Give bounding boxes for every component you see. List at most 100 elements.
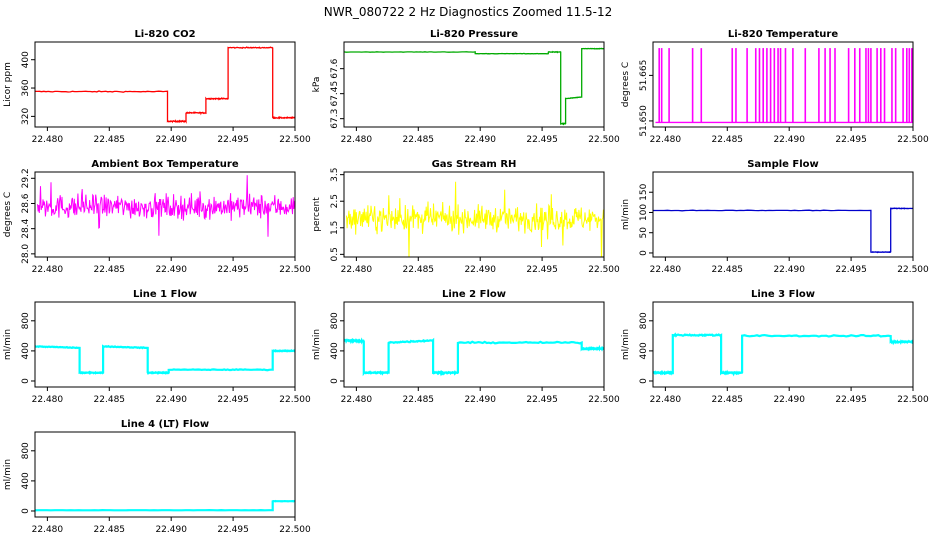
y-axis-label: percent — [312, 197, 322, 232]
y-tick-label: 0 — [639, 378, 649, 384]
x-tick-label: 22.500 — [897, 135, 929, 145]
x-tick-label: 22.500 — [897, 395, 929, 405]
y-tick-label: 400 — [21, 51, 31, 68]
plot-frame — [343, 41, 605, 128]
plot-frame — [652, 301, 914, 388]
x-tick-label: 22.500 — [588, 135, 620, 145]
series-group — [346, 181, 604, 257]
series-line — [35, 46, 295, 124]
y-tick-label: 400 — [21, 342, 31, 359]
y-tick-label: 360 — [21, 79, 31, 96]
x-tick-label: 22.495 — [217, 525, 249, 535]
series-line — [35, 344, 295, 376]
x-tick-label: 22.480 — [341, 135, 373, 145]
x-tick-label: 22.495 — [835, 395, 867, 405]
x-tick-label: 22.495 — [835, 135, 867, 145]
series-group — [653, 332, 913, 377]
x-tick-label: 22.490 — [773, 135, 805, 145]
y-tick-label: 67.45 — [330, 81, 340, 107]
plot-frame — [34, 171, 296, 258]
x-tick-label: 22.480 — [32, 525, 64, 535]
plot-frame — [343, 301, 605, 388]
chart-panel-10: Line 4 (LT) Flow ml/min 22.480 22.485 22.490… — [3, 419, 311, 535]
chart-panel-7: Line 1 Flow ml/min 22.480 22.485 22.490 22.49… — [3, 289, 311, 405]
chart-panel-3: Li-820 Temperature degrees C 22.480 22.485 2… — [621, 29, 929, 145]
x-tick-label: 22.485 — [712, 395, 744, 405]
series-line — [653, 207, 913, 254]
panel-title: Line 2 Flow — [442, 289, 506, 300]
chart-panel-4: Ambient Box Temperature degrees C 22.480 22… — [3, 159, 311, 275]
y-tick-label: 400 — [639, 342, 649, 359]
x-tick-label: 22.480 — [650, 395, 682, 405]
x-tick-label: 22.485 — [403, 265, 435, 275]
x-tick-label: 22.490 — [464, 135, 496, 145]
series-line — [344, 337, 604, 377]
y-axis-label: ml/min — [3, 329, 13, 360]
x-tick-label: 22.490 — [155, 525, 187, 535]
y-tick-label: 51.650 — [639, 105, 649, 137]
x-tick-label: 22.490 — [464, 395, 496, 405]
x-tick-label: 22.480 — [341, 395, 373, 405]
panel-title: Sample Flow — [747, 159, 819, 170]
series-group — [344, 47, 604, 126]
x-tick-label: 22.480 — [341, 265, 373, 275]
x-tick-label: 22.500 — [279, 135, 311, 145]
y-tick-label: 400 — [330, 342, 340, 359]
y-tick-label: 67.6 — [330, 58, 340, 78]
x-tick-label: 22.500 — [279, 395, 311, 405]
y-axis-label: degrees C — [621, 62, 631, 107]
y-tick-label: 150 — [639, 183, 649, 200]
panel-title: Ambient Box Temperature — [91, 159, 238, 170]
series-group — [35, 499, 295, 512]
x-tick-label: 22.490 — [464, 265, 496, 275]
x-tick-label: 22.480 — [650, 265, 682, 275]
x-tick-label: 22.495 — [526, 135, 558, 145]
y-axis-label: ml/min — [621, 329, 631, 360]
plot-frame — [343, 171, 605, 258]
x-tick-label: 22.495 — [526, 395, 558, 405]
x-tick-label: 22.500 — [588, 265, 620, 275]
y-tick-label: 320 — [21, 108, 31, 125]
panel-title: Line 4 (LT) Flow — [121, 419, 209, 430]
x-tick-label: 22.495 — [217, 265, 249, 275]
series-group — [655, 48, 913, 124]
series-group — [653, 207, 913, 254]
plot-frame — [34, 431, 296, 518]
y-tick-label: 28.0 — [21, 244, 31, 264]
y-axis-label: ml/min — [621, 199, 631, 230]
y-tick-label: 0.5 — [330, 247, 340, 261]
x-tick-label: 22.500 — [279, 265, 311, 275]
y-tick-label: 29.2 — [21, 168, 31, 188]
x-tick-label: 22.485 — [94, 135, 126, 145]
x-tick-label: 22.480 — [32, 135, 64, 145]
series-line — [35, 499, 295, 512]
y-axis-label: Licor ppm — [3, 62, 13, 107]
x-tick-label: 22.500 — [279, 525, 311, 535]
plot-frame — [34, 41, 296, 128]
series-line — [653, 332, 913, 377]
y-axis-label: ml/min — [3, 459, 13, 490]
chart-panel-8: Line 2 Flow ml/min 22.480 22.485 22.490 22.49… — [312, 289, 620, 405]
y-tick-label: 400 — [21, 472, 31, 489]
plot-frame — [652, 171, 914, 258]
chart-panel-6: Sample Flow ml/min 22.480 22.485 22.490 22.49… — [621, 159, 929, 275]
series-line — [37, 175, 295, 237]
chart-panel-5: Gas Stream RH percent 22.480 22.485 22.490 22… — [312, 159, 620, 275]
y-tick-label: 50 — [639, 227, 649, 239]
x-tick-label: 22.500 — [897, 265, 929, 275]
x-tick-label: 22.485 — [712, 265, 744, 275]
series-line — [346, 181, 604, 257]
x-tick-label: 22.490 — [773, 265, 805, 275]
y-tick-label: 28.4 — [21, 218, 31, 238]
x-tick-label: 22.485 — [403, 395, 435, 405]
series-line — [344, 47, 604, 126]
y-tick-label: 28.6 — [21, 193, 31, 213]
chart-panel-2: Li-820 Pressure kPa 22.480 22.485 22.490 22.4… — [312, 29, 620, 145]
x-tick-label: 22.495 — [217, 395, 249, 405]
y-tick-label: 1.5 — [330, 221, 340, 235]
x-tick-label: 22.490 — [155, 135, 187, 145]
panel-title: Line 3 Flow — [751, 289, 815, 300]
y-tick-label: 0 — [330, 378, 340, 384]
x-tick-label: 22.490 — [155, 395, 187, 405]
